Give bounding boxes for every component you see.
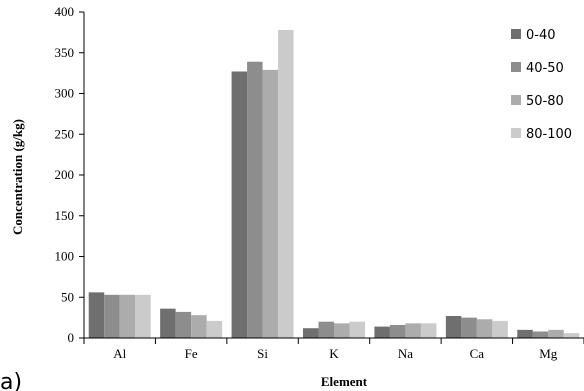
y-tick-label: 50 bbox=[61, 289, 74, 304]
x-axis-ticks: Al Fe Si K Na Ca Mg bbox=[83, 338, 584, 361]
bar-si-50-80 bbox=[262, 69, 279, 339]
legend-swatch-80-100 bbox=[511, 128, 521, 138]
x-tick-label: Mg bbox=[539, 346, 558, 361]
axes bbox=[83, 12, 584, 339]
bar-mg-80-100 bbox=[563, 333, 580, 338]
bar-na-80-100 bbox=[420, 323, 437, 338]
legend-label-80-100: 80-100 bbox=[526, 127, 572, 142]
y-tick-label: 0 bbox=[68, 330, 75, 345]
bar-na-40-50 bbox=[389, 324, 406, 338]
bar-mg-0-40 bbox=[517, 329, 533, 338]
legend: 0-40 40-50 50-80 80-100 bbox=[511, 28, 572, 142]
legend-swatch-50-80 bbox=[511, 95, 521, 105]
bar-ca-50-80 bbox=[476, 319, 493, 338]
x-tick-label: Na bbox=[398, 346, 413, 361]
bar-mg-40-50 bbox=[532, 331, 549, 338]
legend-label-0-40: 0-40 bbox=[526, 28, 556, 43]
y-tick-label: 350 bbox=[55, 45, 75, 60]
legend-swatch-40-50 bbox=[511, 62, 521, 72]
y-tick-label: 300 bbox=[55, 86, 75, 101]
x-tick-label: Si bbox=[257, 346, 268, 361]
y-tick-label: 100 bbox=[55, 249, 75, 264]
legend-label-40-50: 40-50 bbox=[526, 61, 564, 76]
bar-ca-80-100 bbox=[492, 320, 508, 338]
legend-label-50-80: 50-80 bbox=[526, 94, 564, 109]
bar-al-80-100 bbox=[135, 294, 151, 338]
bar-mg-50-80 bbox=[548, 329, 564, 338]
bar-na-0-40 bbox=[374, 326, 390, 338]
bar-si-0-40 bbox=[231, 71, 248, 339]
bar-k-80-100 bbox=[349, 321, 365, 338]
legend-swatch-0-40 bbox=[511, 29, 521, 39]
y-axis-ticks: 0 50 100 150 200 250 300 350 400 bbox=[55, 4, 84, 345]
y-tick-label: 150 bbox=[55, 208, 75, 223]
bar-fe-0-40 bbox=[160, 308, 176, 338]
bar-fe-40-50 bbox=[175, 311, 192, 338]
x-tick-label: Ca bbox=[470, 346, 485, 361]
bar-al-50-80 bbox=[119, 294, 136, 338]
y-tick-label: 200 bbox=[55, 167, 75, 182]
bar-si-40-50 bbox=[247, 61, 263, 339]
bar-k-40-50 bbox=[318, 321, 334, 338]
bar-fe-80-100 bbox=[206, 320, 223, 338]
x-tick-label: K bbox=[329, 346, 339, 361]
bar-ca-40-50 bbox=[461, 317, 477, 338]
bar-al-0-40 bbox=[88, 292, 105, 338]
bar-k-50-80 bbox=[334, 323, 350, 338]
y-axis-label: Concentration (g/kg) bbox=[10, 119, 25, 235]
bar-fe-50-80 bbox=[191, 315, 207, 338]
bar-ca-0-40 bbox=[445, 315, 462, 338]
panel-label: a) bbox=[0, 370, 22, 391]
x-axis-label: Element bbox=[321, 374, 368, 389]
bar-k-0-40 bbox=[303, 328, 319, 338]
bar-al-40-50 bbox=[104, 294, 120, 338]
x-tick-label: Al bbox=[113, 346, 126, 361]
x-tick-label: Fe bbox=[185, 346, 198, 361]
bar-si-80-100 bbox=[278, 29, 294, 339]
y-tick-label: 250 bbox=[55, 126, 75, 141]
bars bbox=[88, 29, 580, 339]
y-tick-label: 400 bbox=[55, 4, 75, 19]
bar-na-50-80 bbox=[405, 323, 421, 338]
